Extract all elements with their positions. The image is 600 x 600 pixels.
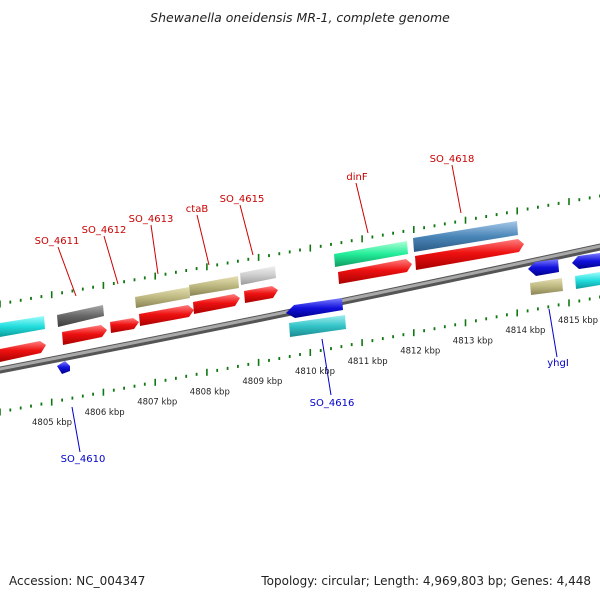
cds-arrow[interactable]: [62, 325, 107, 345]
feature-dinf-green[interactable]: [334, 241, 408, 267]
position-label: 4810 kbp: [295, 367, 335, 377]
position-label: 4805 kbp: [32, 418, 72, 428]
cds-arrow[interactable]: [244, 286, 278, 303]
cds-arrow[interactable]: [0, 341, 46, 362]
topology-text: Topology: circular; Length: 4,969,803 bp…: [260, 574, 591, 588]
cds-arrow[interactable]: [415, 239, 524, 270]
gene-label-so4615[interactable]: SO_4615: [220, 194, 265, 205]
gene-label-so4611[interactable]: SO_4611: [35, 236, 80, 247]
feature-yhgi-olive[interactable]: [530, 278, 563, 295]
map-title: Shewanella oneidensis MR-1, complete gen…: [150, 10, 450, 25]
position-label: 4811 kbp: [348, 357, 388, 367]
gene-label-so4612[interactable]: SO_4612: [82, 225, 127, 236]
position-label: 4809 kbp: [242, 377, 282, 387]
ruler-bottom: [0, 295, 600, 416]
feature-so4613-olive[interactable]: [135, 287, 190, 308]
top-leader-lines: [57, 164, 462, 297]
position-label: 4814 kbp: [505, 326, 545, 336]
position-label: 4807 kbp: [137, 398, 177, 408]
feature-so4618-steel[interactable]: [413, 221, 518, 252]
feature-so4611[interactable]: [57, 305, 104, 327]
feature-so4616-blue[interactable]: [286, 298, 343, 318]
cds-arrow[interactable]: [110, 318, 139, 333]
cds-arrow[interactable]: [139, 305, 194, 326]
feature-cyan-right[interactable]: [575, 272, 600, 289]
cds-arrow[interactable]: [338, 259, 412, 284]
accession-text: Accession: NC_004347: [9, 574, 145, 588]
feature-so4610-blue[interactable]: [57, 361, 70, 374]
gene-label-so4610[interactable]: SO_4610: [61, 454, 106, 465]
feature-blue-right[interactable]: [572, 253, 600, 269]
feature-yhgi-blue[interactable]: [528, 259, 559, 276]
gene-label-ctab[interactable]: ctaB: [186, 204, 209, 215]
feature-so4616-teal[interactable]: [289, 315, 346, 337]
feature-cyan-left[interactable]: [0, 316, 45, 337]
position-label: 4812 kbp: [400, 347, 440, 357]
position-label: 4806 kbp: [85, 408, 125, 418]
feature-row-reverse: [0, 253, 600, 374]
gene-label-so4613[interactable]: SO_4613: [129, 214, 174, 225]
ruler-top: [0, 194, 600, 308]
position-label: 4813 kbp: [453, 336, 493, 346]
gene-label-dinf[interactable]: dinF: [346, 172, 367, 183]
position-label: 4815 kbp: [558, 316, 598, 326]
feature-so4615-gray[interactable]: [240, 266, 276, 285]
top-gene-labels: SO_4611 SO_4612 SO_4613 ctaB SO_4615 din…: [35, 154, 475, 247]
cds-arrow[interactable]: [193, 294, 240, 314]
cds-row-forward: [0, 239, 524, 362]
bottom-gene-labels: SO_4610 SO_4616 yhgI: [61, 358, 569, 465]
position-labels: 4805 kbp 4806 kbp 4807 kbp 4808 kbp 4809 kbp…: [32, 316, 598, 428]
feature-row-outer: [57, 221, 518, 327]
gene-label-yhgi[interactable]: yhgI: [547, 358, 569, 369]
gene-label-so4618[interactable]: SO_4618: [430, 154, 475, 165]
gene-label-so4616[interactable]: SO_4616: [310, 398, 355, 409]
bottom-leader-lines: [71, 308, 558, 453]
feature-ctab-olive[interactable]: [189, 276, 239, 296]
position-label: 4808 kbp: [190, 387, 230, 397]
